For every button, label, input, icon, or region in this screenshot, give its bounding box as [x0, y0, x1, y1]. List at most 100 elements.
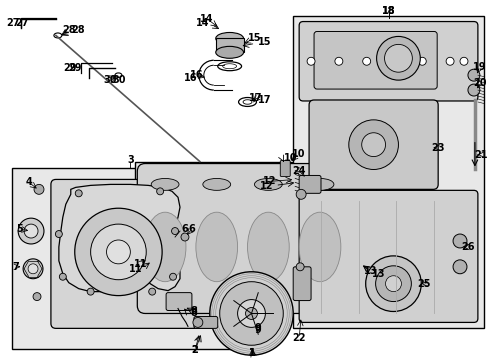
Circle shape — [28, 264, 38, 274]
Text: 27: 27 — [6, 18, 20, 27]
Circle shape — [24, 224, 38, 238]
Ellipse shape — [54, 33, 61, 38]
Circle shape — [34, 184, 44, 194]
Circle shape — [171, 228, 178, 234]
Text: 8: 8 — [190, 306, 197, 316]
FancyBboxPatch shape — [280, 161, 289, 176]
Text: 23: 23 — [430, 143, 444, 153]
Ellipse shape — [215, 46, 243, 58]
Circle shape — [417, 57, 426, 65]
Text: 2: 2 — [191, 345, 198, 355]
Circle shape — [459, 57, 467, 65]
Text: 30: 30 — [103, 75, 117, 85]
Ellipse shape — [299, 212, 340, 282]
Bar — [135, 162, 378, 319]
Circle shape — [452, 260, 466, 274]
Text: 30: 30 — [112, 75, 126, 85]
Text: 8: 8 — [190, 309, 197, 319]
Circle shape — [75, 190, 82, 197]
Circle shape — [18, 218, 44, 244]
Text: 26: 26 — [460, 242, 474, 252]
Text: 9: 9 — [254, 323, 260, 333]
Circle shape — [156, 188, 163, 195]
Text: 12: 12 — [259, 181, 273, 192]
FancyBboxPatch shape — [313, 31, 436, 89]
Text: 11: 11 — [133, 259, 147, 269]
FancyBboxPatch shape — [51, 179, 234, 328]
Ellipse shape — [203, 179, 230, 190]
Text: 7: 7 — [13, 262, 20, 272]
Text: 3: 3 — [127, 154, 133, 165]
Text: 11: 11 — [128, 264, 142, 274]
Text: 10: 10 — [284, 153, 297, 163]
Circle shape — [209, 272, 293, 355]
Circle shape — [452, 234, 466, 248]
Text: 27: 27 — [15, 18, 29, 27]
Text: 18: 18 — [381, 6, 394, 15]
Text: 16: 16 — [190, 70, 203, 80]
Circle shape — [390, 57, 398, 65]
Text: 25: 25 — [417, 279, 430, 289]
Text: 5: 5 — [16, 224, 22, 234]
FancyBboxPatch shape — [308, 100, 437, 189]
Circle shape — [385, 276, 401, 292]
Circle shape — [23, 259, 43, 279]
FancyBboxPatch shape — [166, 293, 191, 310]
Circle shape — [106, 240, 130, 264]
Circle shape — [59, 273, 66, 280]
Text: 10: 10 — [292, 149, 305, 159]
Circle shape — [348, 120, 398, 170]
Text: 9: 9 — [254, 325, 260, 336]
Bar — [293, 15, 483, 328]
Circle shape — [384, 44, 411, 72]
Ellipse shape — [305, 179, 333, 190]
FancyBboxPatch shape — [137, 163, 376, 314]
Circle shape — [361, 133, 385, 157]
Bar — [12, 167, 271, 349]
Text: 29: 29 — [68, 63, 81, 73]
Ellipse shape — [151, 179, 179, 190]
Circle shape — [237, 300, 265, 327]
Circle shape — [192, 318, 203, 327]
FancyBboxPatch shape — [299, 22, 477, 101]
Circle shape — [169, 273, 176, 280]
Circle shape — [90, 224, 146, 280]
FancyBboxPatch shape — [194, 316, 217, 328]
Circle shape — [467, 69, 479, 81]
Circle shape — [365, 256, 421, 311]
Text: 6: 6 — [188, 224, 195, 234]
Circle shape — [87, 288, 94, 295]
Text: 14: 14 — [196, 18, 209, 27]
Ellipse shape — [247, 212, 288, 282]
Text: 12: 12 — [262, 176, 276, 186]
Ellipse shape — [144, 212, 185, 282]
Circle shape — [55, 230, 62, 238]
Circle shape — [181, 233, 188, 241]
Circle shape — [219, 282, 283, 345]
Circle shape — [75, 208, 162, 296]
Text: 13: 13 — [371, 269, 385, 279]
Text: 13: 13 — [363, 266, 377, 276]
Circle shape — [306, 57, 314, 65]
Ellipse shape — [196, 212, 237, 282]
Text: 14: 14 — [200, 14, 213, 23]
Text: 22: 22 — [292, 333, 305, 343]
FancyBboxPatch shape — [299, 190, 477, 323]
Ellipse shape — [115, 73, 122, 77]
Text: 21: 21 — [473, 150, 487, 159]
Text: 6: 6 — [181, 224, 188, 234]
Bar — [215, 39, 243, 52]
Circle shape — [245, 307, 257, 319]
Circle shape — [376, 36, 419, 80]
Text: 15: 15 — [257, 37, 270, 48]
FancyBboxPatch shape — [299, 175, 320, 193]
Text: 20: 20 — [472, 78, 486, 88]
Circle shape — [296, 189, 305, 199]
Text: 17: 17 — [248, 93, 262, 103]
Text: 17: 17 — [257, 95, 270, 105]
Ellipse shape — [215, 32, 243, 44]
Text: 2: 2 — [191, 345, 198, 355]
Text: 15: 15 — [247, 33, 261, 44]
Text: 1: 1 — [248, 348, 255, 358]
Text: 16: 16 — [184, 73, 198, 83]
